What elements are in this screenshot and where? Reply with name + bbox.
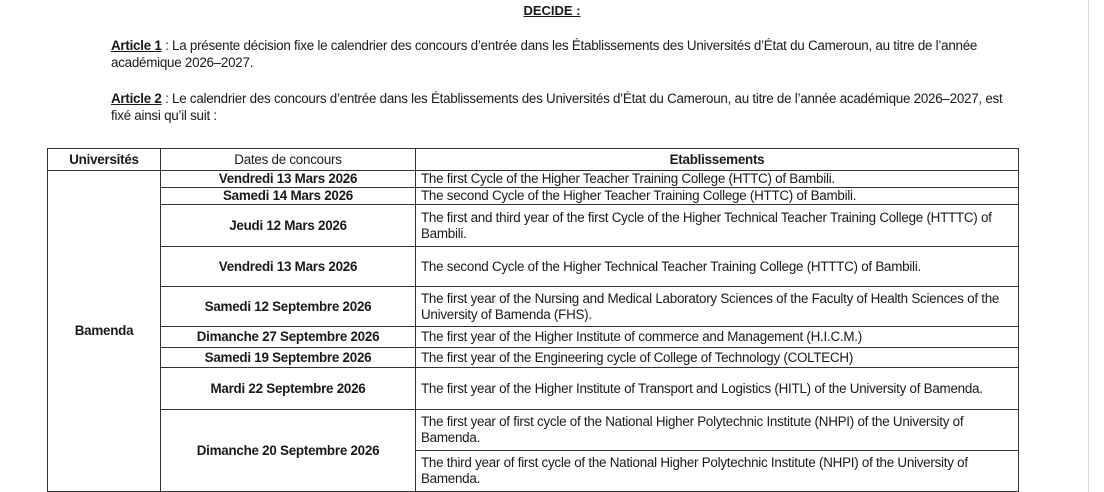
university-cell: Bamenda (47, 170, 161, 492)
table-row: Bamenda Vendredi 13 Mars 2026 The first Cy… (47, 170, 1019, 492)
article-1: Article 1 : La présente décision fixe le… (111, 38, 978, 70)
table-row: Dimanche 27 Septembre 2026 The first year… (48, 326, 1019, 348)
date-cell: Jeudi 12 Mars 2026 (160, 204, 416, 247)
date-cell: Samedi 19 Septembre 2026 (160, 347, 416, 368)
decision-heading: DECIDE : (523, 3, 581, 18)
establishment-cell: The first year of first cycle of the Nat… (415, 409, 1019, 451)
table-row: Mardi 22 Septembre 2026 The first year of… (48, 367, 1019, 410)
date-cell: Mardi 22 Septembre 2026 (160, 367, 416, 410)
table-row: Samedi 14 Mars 2026 The second Cycle of t… (48, 187, 1019, 205)
exam-calendar-table: Universités Dates de concours Etablissem… (47, 148, 1019, 492)
table-row: Dimanche 20 Septembre 2026 The first year… (48, 409, 1019, 492)
header-etablissements: Etablissements (415, 148, 1019, 171)
table-row: The third year of first cycle of the Nat… (48, 450, 1019, 492)
establishment-cell: The first and third year of the first Cy… (415, 204, 1019, 247)
establishment-cell: The first year of the Higher Institute o… (415, 367, 1019, 410)
date-cell: Vendredi 13 Mars 2026 (160, 170, 416, 188)
table-header: Universités Dates de concours Etablissem… (47, 148, 1019, 171)
date-cell: Dimanche 20 Septembre 2026 (160, 409, 416, 492)
article-2: Article 2 : Le calendrier des concours d… (111, 91, 1003, 123)
date-cell: Samedi 14 Mars 2026 (160, 187, 416, 205)
header-universites: Universités (47, 148, 161, 171)
date-cell: Dimanche 27 Septembre 2026 (160, 326, 416, 348)
header-dates: Dates de concours (160, 148, 416, 171)
table-row: Jeudi 12 Mars 2026 The first and third ye… (48, 204, 1019, 247)
establishment-cell: The first year of the Nursing and Medica… (415, 286, 1019, 327)
date-cell: Vendredi 13 Mars 2026 (160, 246, 416, 287)
establishment-cell: The first Cycle of the Higher Teacher Tr… (415, 170, 1019, 188)
date-cell: Samedi 12 Septembre 2026 (160, 286, 416, 327)
table-row: Samedi 12 Septembre 2026 The first year o… (48, 286, 1019, 327)
establishment-cell: The third year of first cycle of the Nat… (415, 450, 1019, 492)
establishment-cell: The second Cycle of the Higher Teacher T… (415, 187, 1019, 205)
establishment-cell: The second Cycle of the Higher Technical… (415, 246, 1019, 287)
establishment-cell: The first year of the Engineering cycle … (415, 347, 1019, 368)
table-row: Vendredi 13 Mars 2026 The second Cycle of… (48, 246, 1019, 287)
establishment-cell: The first year of the Higher Institute o… (415, 326, 1019, 348)
table-row: Samedi 19 Septembre 2026 The first year o… (48, 347, 1019, 368)
page-edge (1088, 0, 1089, 492)
